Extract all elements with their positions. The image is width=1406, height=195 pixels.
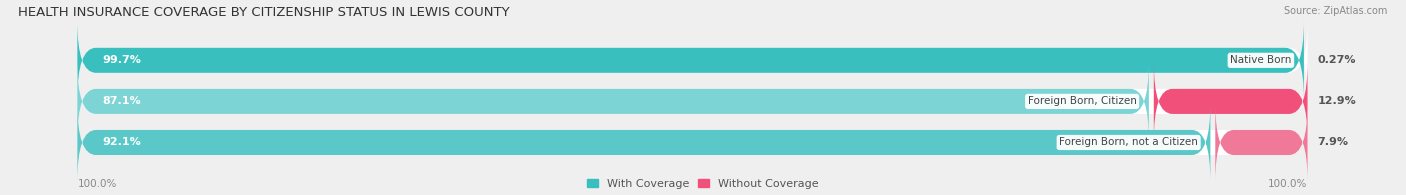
FancyBboxPatch shape (77, 62, 1149, 141)
Text: Foreign Born, not a Citizen: Foreign Born, not a Citizen (1059, 137, 1198, 147)
Text: 12.9%: 12.9% (1317, 96, 1357, 106)
FancyBboxPatch shape (77, 103, 1308, 182)
Text: 92.1%: 92.1% (103, 137, 141, 147)
Text: 7.9%: 7.9% (1317, 137, 1348, 147)
Text: 0.27%: 0.27% (1317, 55, 1355, 65)
Legend: With Coverage, Without Coverage: With Coverage, Without Coverage (582, 174, 824, 193)
FancyBboxPatch shape (77, 103, 1211, 182)
Text: Native Born: Native Born (1230, 55, 1292, 65)
Text: Source: ZipAtlas.com: Source: ZipAtlas.com (1284, 6, 1388, 16)
Text: 87.1%: 87.1% (103, 96, 141, 106)
Text: HEALTH INSURANCE COVERAGE BY CITIZENSHIP STATUS IN LEWIS COUNTY: HEALTH INSURANCE COVERAGE BY CITIZENSHIP… (18, 6, 510, 19)
Text: 99.7%: 99.7% (103, 55, 141, 65)
FancyBboxPatch shape (77, 62, 1308, 141)
Text: Foreign Born, Citizen: Foreign Born, Citizen (1028, 96, 1136, 106)
Text: 100.0%: 100.0% (1268, 179, 1308, 189)
FancyBboxPatch shape (1154, 62, 1308, 141)
FancyBboxPatch shape (1215, 103, 1308, 182)
Text: 100.0%: 100.0% (77, 179, 117, 189)
FancyBboxPatch shape (77, 21, 1303, 100)
FancyBboxPatch shape (77, 21, 1308, 100)
